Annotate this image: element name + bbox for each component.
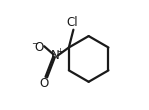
Text: −: − [31,39,38,48]
Text: O: O [34,41,43,54]
Text: O: O [39,77,48,90]
Text: +: + [56,48,63,57]
Text: N: N [51,49,60,62]
Text: Cl: Cl [66,16,77,29]
